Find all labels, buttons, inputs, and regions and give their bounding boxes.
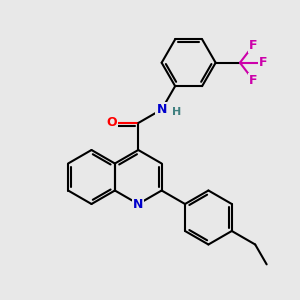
Text: F: F (259, 56, 267, 69)
Text: F: F (249, 39, 258, 52)
Text: H: H (172, 107, 181, 117)
Text: O: O (106, 116, 117, 130)
Text: N: N (157, 103, 167, 116)
Text: F: F (249, 74, 258, 87)
Text: N: N (133, 197, 143, 211)
